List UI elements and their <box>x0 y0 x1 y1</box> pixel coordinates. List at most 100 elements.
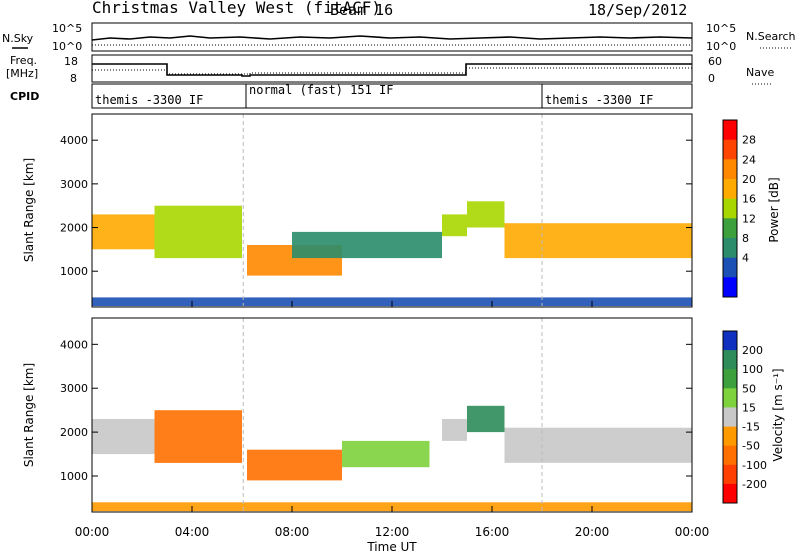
y-tick-label: 2000 <box>60 426 88 439</box>
power-colorbar-swatch <box>723 120 737 141</box>
power-region-3 <box>292 231 442 259</box>
x-tick-label: 20:00 <box>575 525 610 539</box>
nsky-tick-top: 10^5 <box>52 22 82 35</box>
y-tick-label: 1000 <box>60 470 88 483</box>
nsearch-tick-top: 10^5 <box>706 22 736 35</box>
power-y-axis: 4000 3000 2000 1000 <box>60 134 692 278</box>
nsky-trace <box>91 35 693 41</box>
velocity-colorbar-tick-label: 200 <box>742 344 763 357</box>
nsky-tick-bottom: 10^0 <box>52 40 82 53</box>
y-tick-label: 4000 <box>60 338 88 351</box>
power-region-6 <box>504 223 692 259</box>
power-colorbar-tick-label: 12 <box>742 212 756 225</box>
x-tick-label: 08:00 <box>275 525 310 539</box>
power-colorbar-swatch <box>723 179 737 200</box>
time-x-axis: 00:00 04:00 08:00 12:00 16:00 20:00 00:00 <box>75 301 710 539</box>
y-tick-label: 3000 <box>60 178 88 191</box>
power-colorbar-tick-label: 4 <box>742 252 749 265</box>
beam-label: Beam 16 <box>330 1 393 19</box>
velocity-region-4 <box>442 419 467 441</box>
velocity-y-axis: 4000 3000 2000 1000 <box>60 338 692 483</box>
power-region-0 <box>92 214 155 250</box>
cpid-frame <box>91 83 693 109</box>
velocity-colorbar-tick-label: 100 <box>742 363 763 376</box>
power-colorbar-tick-label: 16 <box>742 193 756 206</box>
x-tick-label: 12:00 <box>375 525 410 539</box>
y-tick-label: 3000 <box>60 382 88 395</box>
nave-tick-top: 60 <box>708 55 722 68</box>
cpid-label: CPID <box>10 90 39 103</box>
x-tick-label: 16:00 <box>475 525 510 539</box>
power-colorbar-swatch <box>723 139 737 160</box>
nave-tick-bottom: 0 <box>708 72 715 85</box>
freq-tick-top: 18 <box>64 55 78 68</box>
y-tick-label: 4000 <box>60 134 88 147</box>
cpid-panel: CPID themis -3300 IF normal (fast) 151 I… <box>10 83 693 109</box>
power-colorbar-swatch <box>723 159 737 180</box>
freq-label-bottom: [MHz] <box>6 67 38 80</box>
velocity-colorbar-swatch <box>723 331 737 351</box>
cpid-segment-3: themis -3300 IF <box>545 93 653 107</box>
velocity-colorbar-label: Velocity [m s⁻¹] <box>771 368 785 461</box>
velocity-colorbar-swatch <box>723 350 737 370</box>
nave-label: Nave <box>746 66 774 79</box>
power-colorbar: 28 24 20 16 12 8 4 Power [dB] <box>722 119 781 298</box>
velocity-colorbar-tick-label: 15 <box>742 401 756 414</box>
freq-trace <box>92 63 692 77</box>
freq-label-top: Freq. <box>10 54 37 67</box>
power-y-label: Slant Range [km] <box>22 158 36 262</box>
power-colorbar-tick-label: 24 <box>742 153 756 166</box>
velocity-panel: 4000 3000 2000 1000 Slant Range [km] <box>22 317 693 513</box>
velocity-colorbar-tick-label: -100 <box>742 459 767 472</box>
velocity-region-0 <box>92 419 155 455</box>
freq-tick-bottom: 8 <box>70 72 77 85</box>
nsearch-label: N.Search <box>746 30 796 43</box>
nsearch-tick-bottom: 10^0 <box>706 40 736 53</box>
power-colorbar-swatch <box>723 238 737 259</box>
velocity-colorbar-tick-label: 50 <box>742 382 756 395</box>
nsky-panel: N.Sky 10^5 10^0 10^5 10^0 N.Search <box>2 22 796 53</box>
nsky-frame <box>91 22 693 52</box>
velocity-colorbar-swatch <box>723 388 737 408</box>
velocity-colorbar-tick-label: -15 <box>742 421 760 434</box>
velocity-region-6 <box>504 427 692 463</box>
x-tick-label: 00:00 <box>675 525 710 539</box>
velocity-region-3 <box>342 440 430 468</box>
velocity-colorbar-swatch <box>723 483 737 504</box>
power-colorbar-frame <box>722 119 738 298</box>
velocity-heatmap <box>92 318 692 512</box>
cpid-segment-1: themis -3300 IF <box>95 93 203 107</box>
power-colorbar-swatch <box>723 257 737 278</box>
nsky-label: N.Sky <box>2 32 34 45</box>
power-colorbar-tick-label: 28 <box>742 134 756 147</box>
power-heatmap <box>92 114 692 307</box>
velocity-colorbar-swatch <box>723 445 737 466</box>
velocity-region-2 <box>247 449 342 481</box>
title: Christmas Valley West (fitACF) <box>92 0 381 17</box>
x-axis-label: Time UT <box>366 540 417 554</box>
power-colorbar-tick-label: 20 <box>742 173 756 186</box>
freq-panel: Freq. [MHz] 18 8 60 0 Nave <box>6 54 774 85</box>
velocity-colorbar-tick-label: -50 <box>742 440 760 453</box>
velocity-colorbar-tick-label: -200 <box>742 478 767 491</box>
power-colorbar-swatch <box>723 218 737 239</box>
velocity-y-label: Slant Range [km] <box>22 363 36 467</box>
cpid-segment-2: normal (fast) 151 IF <box>249 83 394 97</box>
nave-trace <box>92 67 692 75</box>
power-panel: 4000 3000 2000 1000 Slant Range [km] <box>22 113 693 308</box>
velocity-colorbar-frame <box>722 330 738 504</box>
velocity-region-1 <box>154 410 242 463</box>
y-tick-label: 1000 <box>60 265 88 278</box>
power-region-5 <box>467 201 505 228</box>
velocity-colorbar-swatch <box>723 369 737 389</box>
velocity-region-5 <box>467 405 505 433</box>
y-tick-label: 2000 <box>60 222 88 235</box>
date-label: 18/Sep/2012 <box>588 1 687 19</box>
velocity-colorbar-swatch <box>723 407 737 427</box>
x-tick-label: 00:00 <box>75 525 110 539</box>
velocity-colorbar-swatch <box>723 464 737 485</box>
power-colorbar-label: Power [dB] <box>767 177 781 242</box>
x-tick-label: 04:00 <box>175 525 210 539</box>
velocity-colorbar: 200 100 50 15 -15 -50 -100 -200 Velocity [m s⁻¹… <box>722 330 785 504</box>
